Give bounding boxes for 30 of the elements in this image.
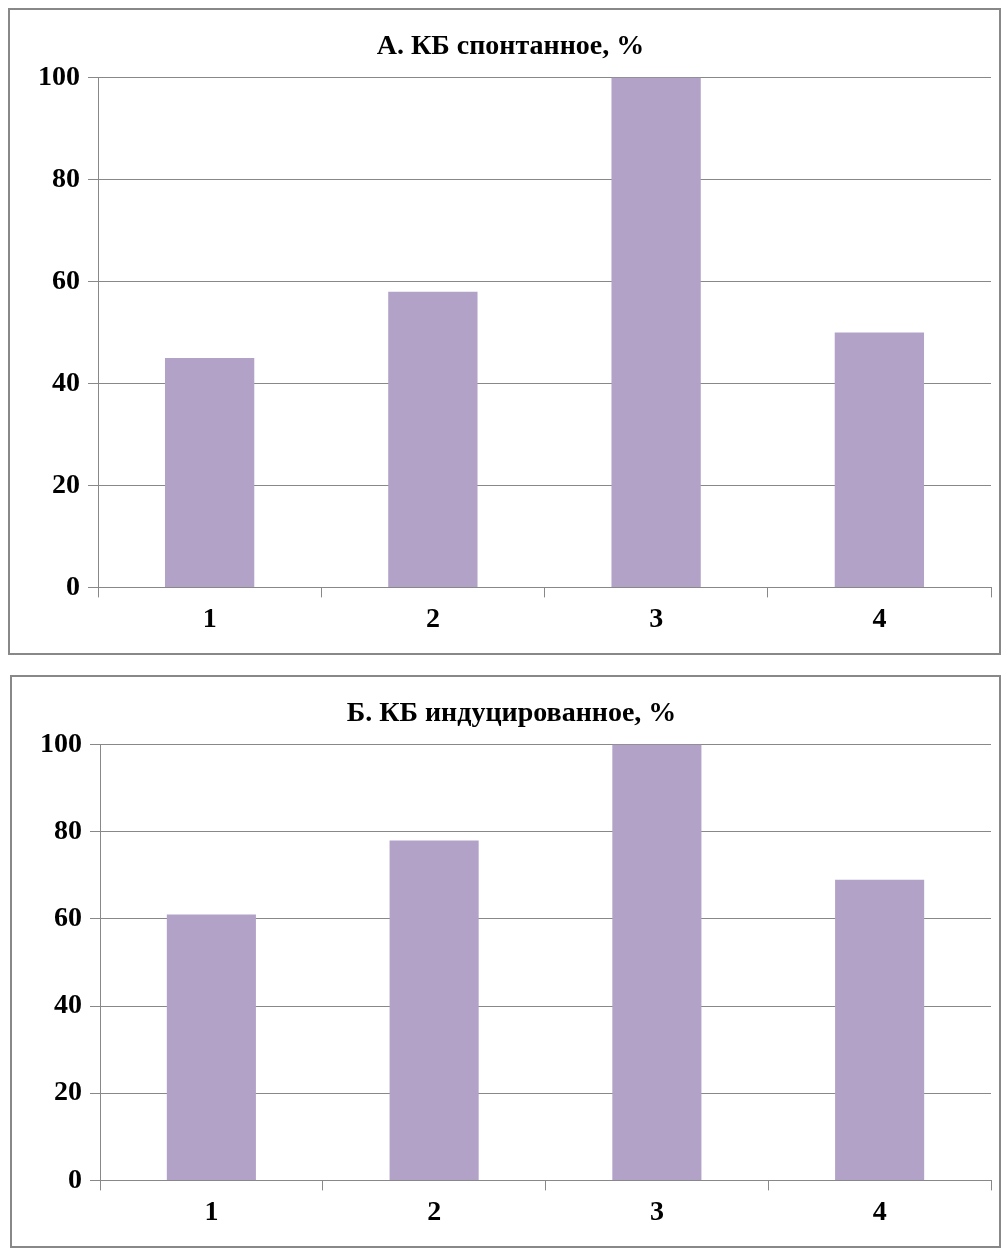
x-tick-label: 3 [649,602,664,634]
x-tick-label: 2 [427,1195,442,1227]
x-tick-label: 2 [425,602,440,634]
bar [834,332,925,587]
x-tick-label: 3 [649,1195,664,1227]
y-tick-label: 40 [54,988,82,1020]
bar [835,879,925,1180]
y-tick-label: 80 [54,813,82,845]
y-tick-label: 60 [52,263,80,295]
y-tick-label: 0 [68,1162,82,1194]
x-tick-label: 1 [204,1195,219,1227]
bar [389,840,479,1180]
bar [388,291,478,587]
bar [611,77,701,587]
y-tick-label: 60 [54,901,82,933]
y-tick-label: 20 [54,1075,82,1107]
y-tick-label: 40 [52,365,80,397]
x-tick-label: 4 [872,1195,887,1227]
x-tick-label: 1 [202,602,217,634]
bar [166,914,256,1180]
chart-title: Б. КБ индуцированное, % [346,696,677,728]
bar [612,744,702,1180]
y-tick-label: 100 [38,59,80,91]
bar [164,357,255,587]
y-tick-label: 80 [52,161,80,193]
chart-title: А. КБ спонтанное, % [376,29,645,61]
y-tick-label: 20 [52,467,80,499]
x-tick-label: 4 [872,602,887,634]
y-tick-label: 100 [40,726,82,758]
y-tick-label: 0 [66,569,80,601]
